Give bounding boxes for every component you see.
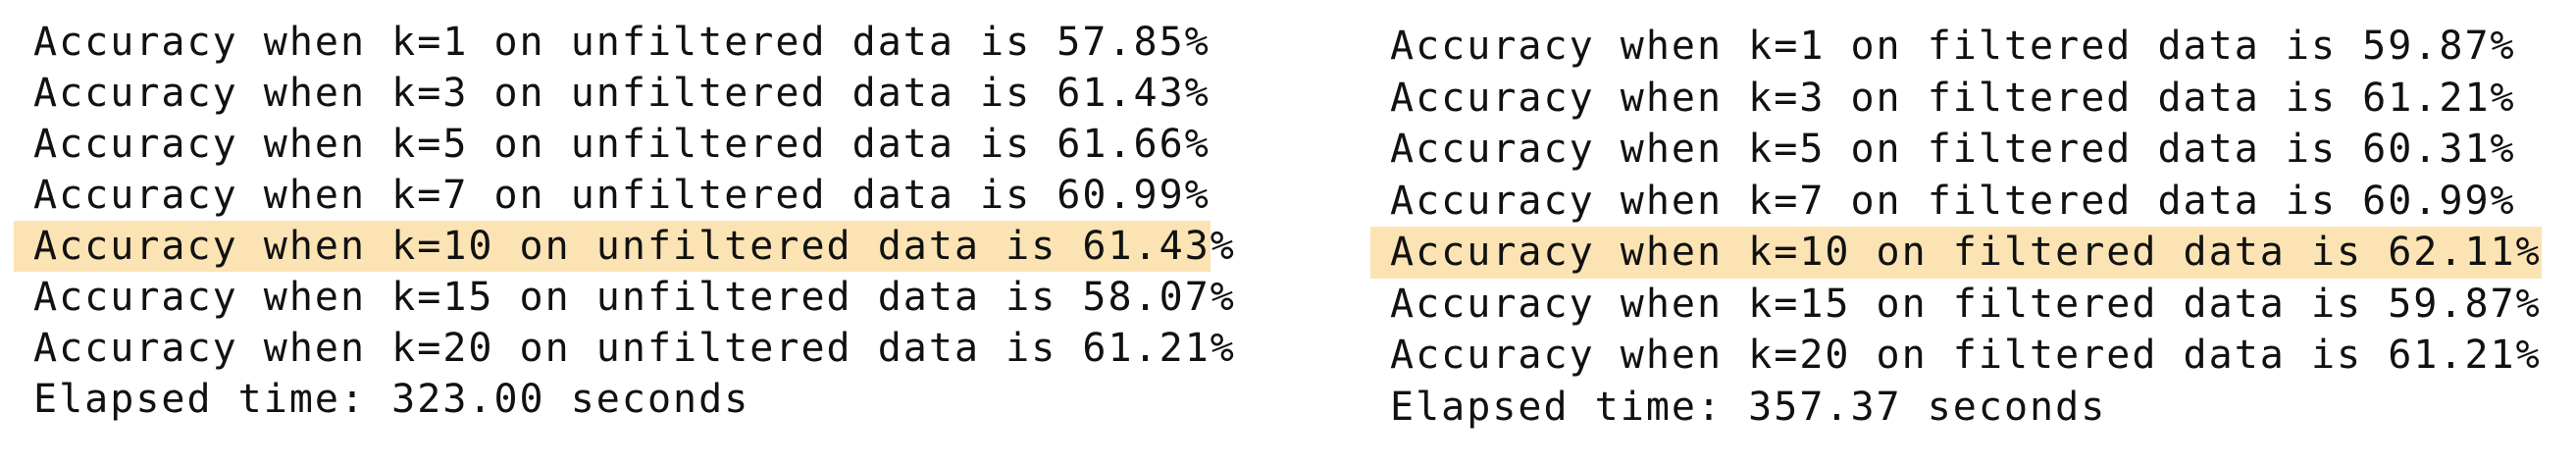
- elapsed-time-unfiltered: Elapsed time: 323.00 seconds: [33, 377, 750, 422]
- output-line-k20-unfiltered: Accuracy when k=20 on unfiltered data is…: [33, 326, 1236, 371]
- output-line-k7-filtered: Accuracy when k=7 on filtered data is 60…: [1390, 178, 2516, 224]
- output-line-k15-filtered: Accuracy when k=15 on filtered data is 5…: [1390, 281, 2542, 327]
- output-line-k5-filtered: Accuracy when k=5 on filtered data is 60…: [1390, 127, 2516, 172]
- elapsed-time-filtered: Elapsed time: 357.37 seconds: [1390, 384, 2107, 430]
- output-line-k7-unfiltered: Accuracy when k=7 on unfiltered data is …: [33, 173, 1211, 218]
- output-line-k5-unfiltered: Accuracy when k=5 on unfiltered data is …: [33, 122, 1211, 167]
- highlighted-output-line-k10-unfiltered: Accuracy when k=10 on unfiltered data is…: [14, 221, 1234, 272]
- output-line-k20-filtered: Accuracy when k=20 on filtered data is 6…: [1390, 333, 2542, 378]
- highlighted-output-line-k10-filtered: Accuracy when k=10 on filtered data is 6…: [1370, 227, 2542, 279]
- output-line-k1-unfiltered: Accuracy when k=1 on unfiltered data is …: [33, 20, 1211, 65]
- output-line-k3-filtered: Accuracy when k=3 on filtered data is 61…: [1390, 75, 2516, 121]
- unfiltered-output-panel: Accuracy when k=1 on unfiltered data is …: [14, 17, 1242, 425]
- output-line-k1-filtered: Accuracy when k=1 on filtered data is 59…: [1390, 24, 2516, 69]
- output-line-k15-unfiltered: Accuracy when k=15 on unfiltered data is…: [33, 275, 1236, 320]
- output-line-k3-unfiltered: Accuracy when k=3 on unfiltered data is …: [33, 71, 1211, 116]
- filtered-output-panel: Accuracy when k=1 on filtered data is 59…: [1370, 21, 2548, 433]
